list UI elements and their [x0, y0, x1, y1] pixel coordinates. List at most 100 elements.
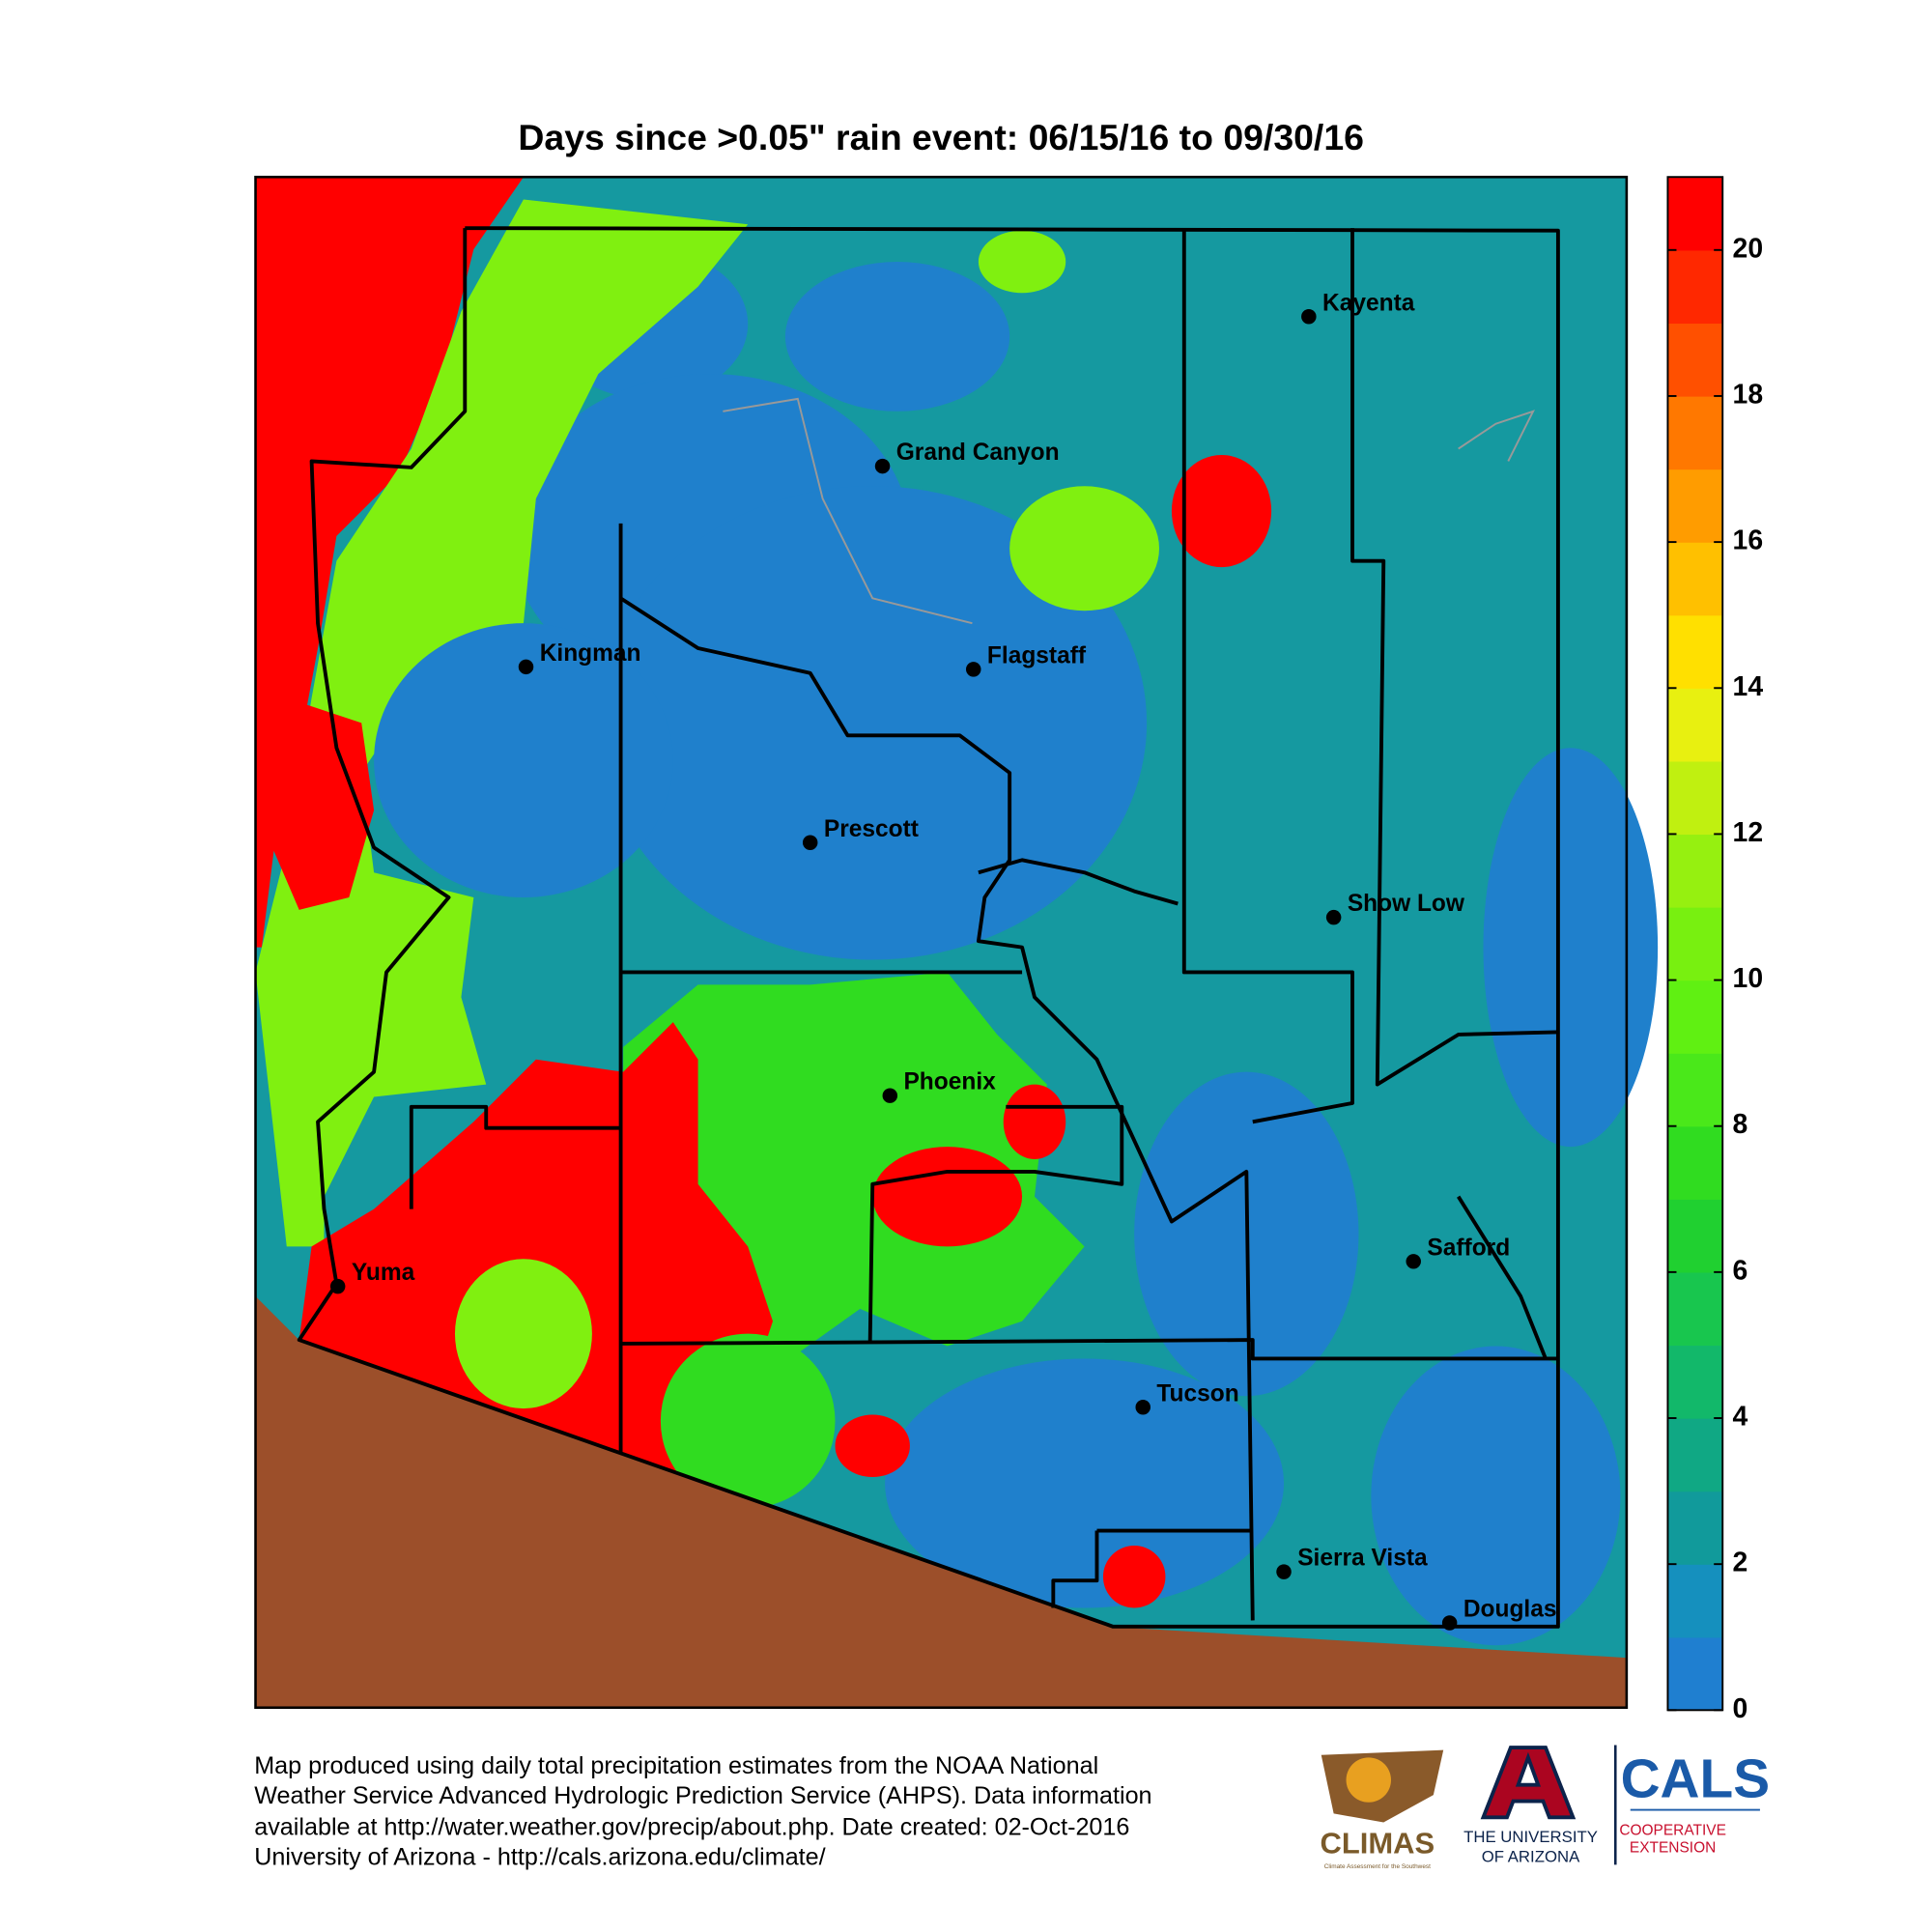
region [454, 1259, 592, 1409]
boundary [723, 397, 973, 625]
city-label: Flagstaff [987, 642, 1087, 668]
color-band [1667, 1271, 1723, 1347]
footer-line: University of Arizona - http://cals.ariz… [254, 1843, 825, 1870]
color-band [1667, 1053, 1723, 1127]
region [261, 697, 375, 910]
county-border [620, 1338, 1558, 1361]
color-band [1667, 469, 1723, 543]
tick-label: 8 [1733, 1109, 1748, 1140]
county-border [978, 858, 1179, 906]
color-band [1667, 906, 1723, 981]
region [784, 261, 1010, 412]
color-band [1667, 323, 1723, 397]
city-label: Grand Canyon [896, 440, 1060, 466]
color-band [1667, 688, 1723, 762]
region [1102, 1546, 1166, 1608]
cals-text: COOPERATIVE [1619, 1822, 1726, 1838]
region [978, 230, 1066, 294]
county-border [1051, 1530, 1099, 1608]
city-dot [966, 662, 981, 677]
city-dot [1325, 909, 1342, 925]
tick-label: 18 [1733, 379, 1764, 410]
cities: Kayenta Grand Canyon Kingman Flagstaff Presc… [329, 290, 1557, 1631]
colorbar-frame [1666, 176, 1724, 1712]
city-dot [1135, 1400, 1151, 1415]
color-band [1667, 249, 1723, 325]
footer-line: Weather Service Advanced Hydrologic Pred… [254, 1782, 1151, 1809]
color-band [1667, 1636, 1723, 1711]
region [885, 1358, 1285, 1608]
ua-text: THE UNIVERSITY [1463, 1828, 1598, 1846]
tick-label: 20 [1733, 233, 1764, 264]
city-label: Sierra Vista [1297, 1546, 1428, 1572]
county-border [1350, 228, 1558, 1087]
city-label: Douglas [1463, 1597, 1557, 1623]
color-band [1667, 1125, 1723, 1200]
city-dot [329, 1278, 346, 1294]
city-dot [874, 458, 891, 474]
color-band [1667, 1491, 1723, 1565]
city-label: Safford [1427, 1235, 1510, 1261]
cals-name: CALS [1621, 1749, 1771, 1810]
region [374, 623, 673, 898]
color-band [1667, 614, 1723, 689]
region [1003, 1084, 1066, 1159]
tick-label: 2 [1733, 1548, 1748, 1578]
logos: CLIMAS Climate Assessment for the Southw… [1320, 1745, 1770, 1870]
city-label: Show Low [1348, 891, 1465, 917]
city-dot [882, 1088, 898, 1103]
county-border [867, 1104, 1124, 1344]
no-data-area [255, 1295, 1627, 1708]
map [254, 175, 1659, 1710]
city-dot [1276, 1564, 1292, 1579]
footer-line: Map produced using daily total precipita… [254, 1752, 1098, 1779]
city-dot [518, 659, 534, 675]
map-frame [254, 175, 1629, 1710]
city-label: Phoenix [903, 1069, 996, 1095]
city-label: Yuma [352, 1260, 415, 1286]
color-band [1667, 1199, 1723, 1273]
state-border [297, 226, 1560, 1629]
region [255, 199, 749, 1247]
city-dot [1301, 309, 1317, 325]
color-band [1667, 395, 1723, 470]
city-dot [1406, 1254, 1421, 1269]
city-dot [802, 835, 818, 850]
tick-label: 14 [1733, 671, 1764, 702]
footer-line: available at http://water.weather.gov/pr… [254, 1813, 1129, 1840]
tick-label: 0 [1733, 1693, 1748, 1724]
city-label: Prescott [824, 816, 919, 842]
tick-label: 4 [1733, 1402, 1748, 1433]
region [1009, 486, 1159, 611]
climas-sun [1346, 1757, 1391, 1803]
color-band [1667, 834, 1723, 908]
city-label: Kayenta [1322, 290, 1415, 316]
ua-text: OF ARIZONA [1482, 1848, 1580, 1866]
color-band [1667, 1418, 1723, 1492]
region [255, 177, 524, 948]
ua-logo [1480, 1746, 1577, 1820]
county-border [1457, 1195, 1548, 1360]
color-band [1667, 980, 1723, 1054]
color-band [1667, 542, 1723, 616]
region [1483, 748, 1659, 1148]
tick-label: 6 [1733, 1255, 1748, 1286]
title: Days since >0.05" rain event: 06/15/16 t… [518, 117, 1364, 157]
color-band [1667, 1564, 1723, 1638]
color-band [1667, 1345, 1723, 1419]
city-label: Kingman [540, 640, 641, 667]
city-dot [1441, 1615, 1458, 1631]
region [835, 1414, 910, 1478]
tick-label: 12 [1733, 817, 1764, 848]
tick-label: 10 [1733, 963, 1764, 994]
county-border [409, 1104, 621, 1209]
climas-subtitle: Climate Assessment for the Southwest [1324, 1863, 1431, 1870]
region [872, 1147, 1023, 1247]
city-label: Tucson [1156, 1380, 1238, 1406]
boundary [1458, 410, 1536, 462]
county-border [619, 596, 1255, 1621]
county-border [1181, 228, 1354, 1124]
colorbar: 0 2 4 6 8 10 12 14 16 18 20 [1666, 176, 1764, 1724]
